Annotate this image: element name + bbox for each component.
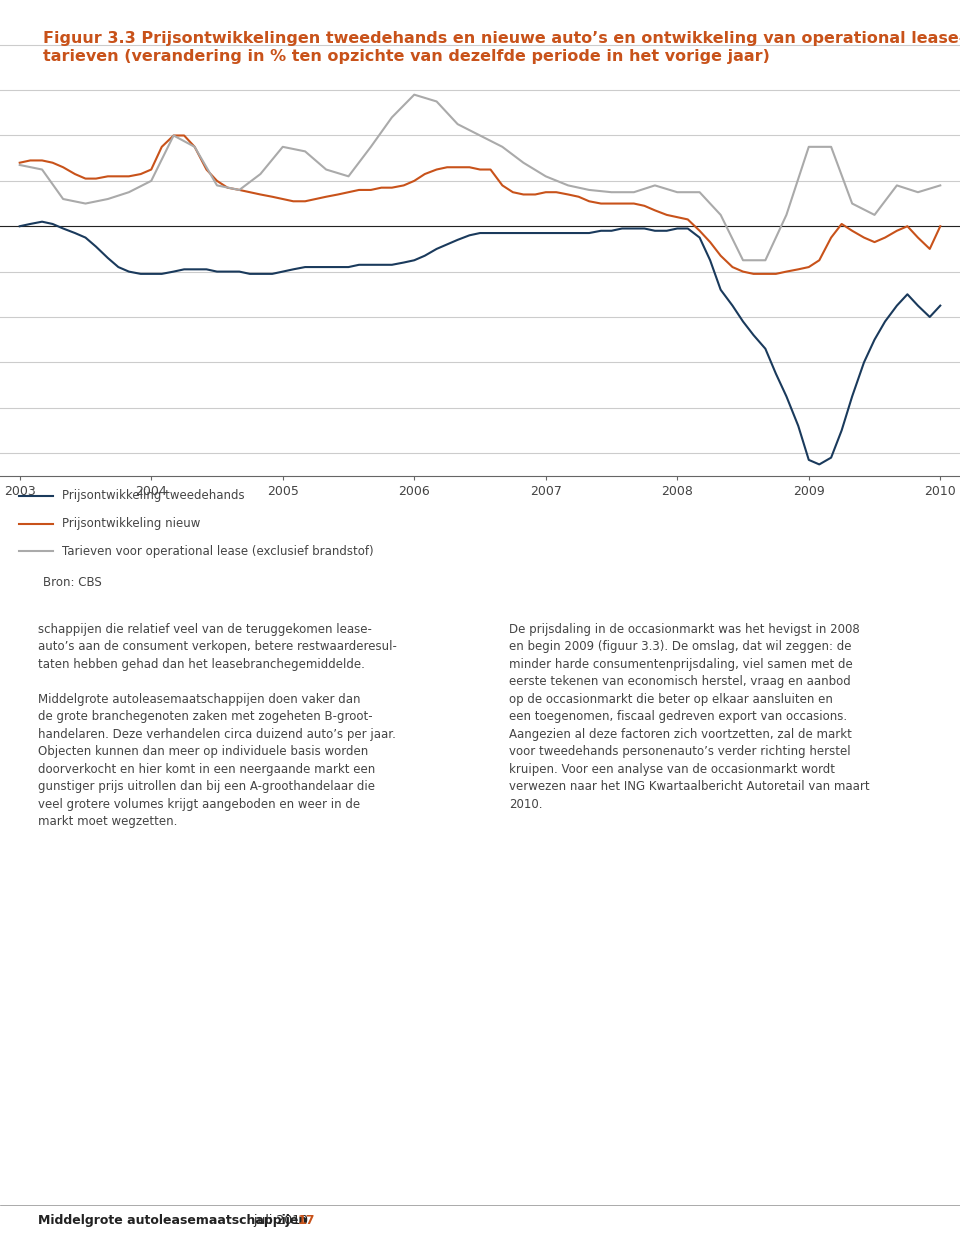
Text: De prijsdaling in de occasionmarkt was het hevigst in 2008
en begin 2009 (figuur: De prijsdaling in de occasionmarkt was h…: [509, 623, 870, 811]
Text: Prijsontwikkeling nieuw: Prijsontwikkeling nieuw: [62, 517, 201, 530]
Text: Bron: CBS: Bron: CBS: [43, 576, 102, 588]
Text: Middelgrote autoleasemaatschappijen: Middelgrote autoleasemaatschappijen: [38, 1214, 307, 1227]
Text: schappijen die relatief veel van de teruggekomen lease-
auto’s aan de consument : schappijen die relatief veel van de teru…: [38, 623, 397, 828]
Text: juli 2010: juli 2010: [250, 1214, 312, 1227]
Text: Tarieven voor operational lease (exclusief brandstof): Tarieven voor operational lease (exclusi…: [62, 545, 374, 557]
Text: tarieven (verandering in % ten opzichte van dezelfde periode in het vorige jaar): tarieven (verandering in % ten opzichte …: [43, 49, 770, 64]
Text: Figuur 3.3 Prijsontwikkelingen tweedehands en nieuwe auto’s en ontwikkeling van : Figuur 3.3 Prijsontwikkelingen tweedehan…: [43, 31, 960, 46]
Text: 17: 17: [298, 1214, 316, 1227]
Text: Prijsontwikkeling tweedehands: Prijsontwikkeling tweedehands: [62, 489, 245, 503]
